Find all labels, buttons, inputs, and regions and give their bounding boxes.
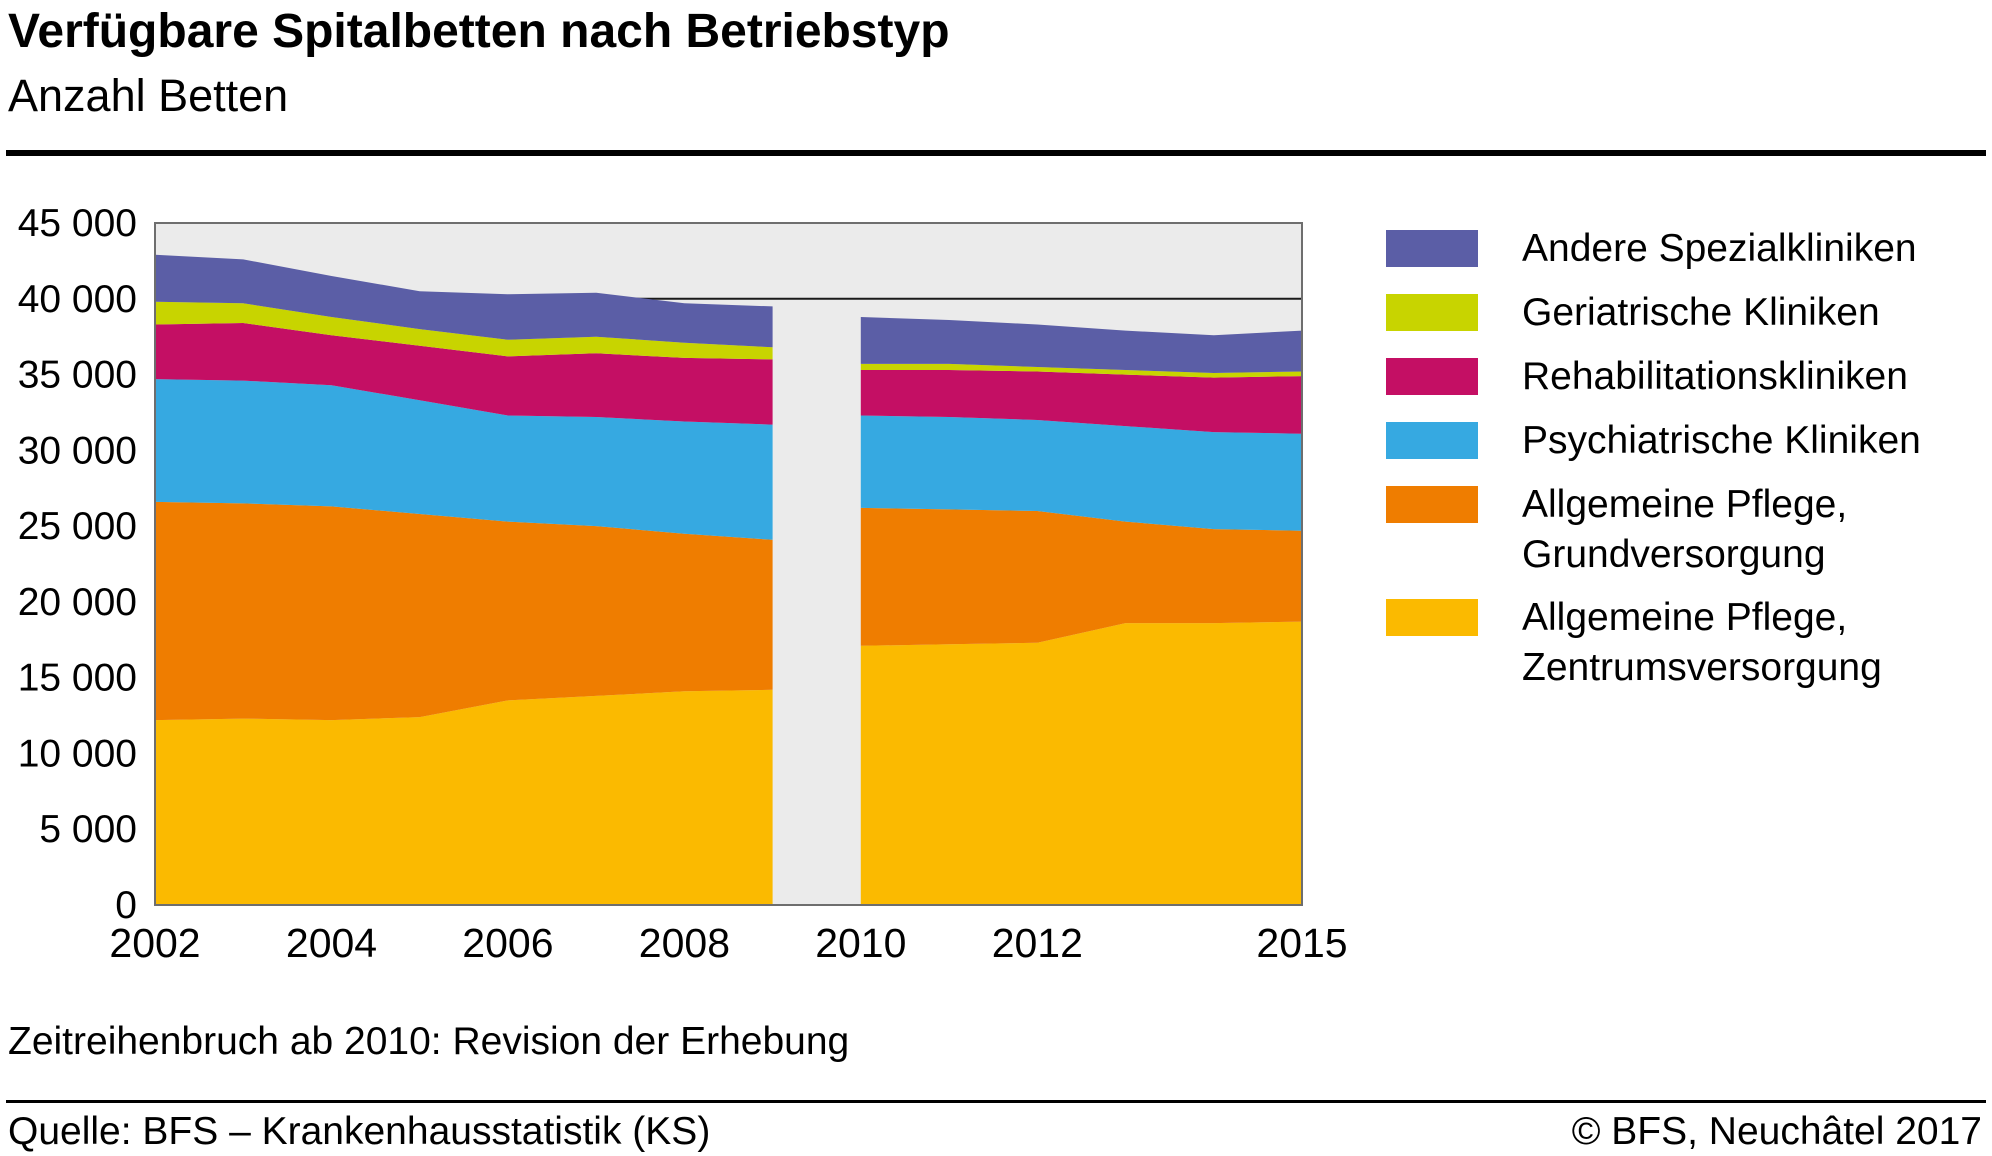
y-tick-label: 15 000 [18, 657, 137, 700]
area-geriatrische-kliniken-segment-1 [155, 301, 773, 360]
footer-divider [6, 1100, 1986, 1103]
area-allgemeine-pflege-grundversorgung-segment-2 [860, 507, 1302, 646]
title-divider [6, 150, 1986, 156]
x-tick-label: 2012 [992, 920, 1083, 966]
legend-swatch [1386, 293, 1478, 331]
y-tick-label: 25 000 [18, 505, 137, 548]
plot-border [154, 222, 1303, 906]
x-tick-label: 2004 [286, 920, 377, 966]
legend-label: Psychiatrische Kliniken [1522, 418, 1921, 462]
page-title: Verfügbare Spitalbetten nach Betriebstyp [8, 5, 950, 58]
legend-swatch [1386, 357, 1478, 395]
area-andere-spezialkliniken-segment-1 [155, 254, 773, 348]
y-tick-label: 35 000 [18, 354, 137, 397]
y-tick-label: 10 000 [18, 732, 137, 775]
x-tick-label: 2008 [639, 920, 730, 966]
legend-swatch [1386, 230, 1478, 267]
y-tick-label: 0 [115, 884, 137, 927]
source-text: Quelle: BFS – Krankenhausstatistik (KS) [8, 1110, 711, 1153]
legend-item: Andere Spezialkliniken [1386, 224, 1921, 274]
area-rehabilitationskliniken-segment-1 [155, 323, 773, 425]
area-allgemeine-pflege-grundversorgung-segment-1 [155, 501, 773, 721]
legend-label: Allgemeine Pflege, Grundversorgung [1522, 482, 1848, 576]
legend-swatch [1386, 421, 1478, 459]
legend-label: Allgemeine Pflege, Zentrumsversorgung [1522, 596, 1882, 690]
copyright-text: © BFS, Neuchâtel 2017 [1571, 1110, 1982, 1153]
chart-legend: Andere Spezialkliniken Geriatrische Klini… [1386, 224, 1921, 693]
legend-swatch [1386, 485, 1478, 523]
legend-label: Andere Spezialkliniken [1522, 227, 1917, 270]
y-tick-label: 5 000 [39, 808, 137, 851]
legend-item: Geriatrische Kliniken [1386, 288, 1921, 338]
area-rehabilitationskliniken-segment-2 [860, 370, 1302, 434]
legend-item: Allgemeine Pflege, Zentrumsversorgung [1386, 593, 1921, 693]
legend-swatch [1386, 599, 1478, 637]
area-allgemeine-pflege-zentrumsversorgung-segment-1 [155, 689, 773, 905]
area-psychiatrische-kliniken-segment-1 [155, 379, 773, 540]
area-andere-spezialkliniken-segment-2 [860, 317, 1302, 373]
x-tick-label: 2002 [109, 920, 200, 966]
legend-item: Rehabilitationskliniken [1386, 352, 1921, 402]
area-psychiatrische-kliniken-segment-2 [860, 415, 1302, 531]
y-tick-label: 20 000 [18, 581, 137, 624]
x-tick-label: 2010 [815, 920, 906, 966]
stacked-area-chart: 0 5 000 10 000 15 000 20 000 25 000 30 000 35 0… [18, 202, 1348, 966]
y-tick-label: 40 000 [18, 278, 137, 321]
legend-item: Psychiatrische Kliniken [1386, 416, 1921, 466]
y-tick-label: 45 000 [18, 202, 137, 245]
legend-label: Rehabilitationskliniken [1522, 354, 1908, 398]
x-tick-label: 2015 [1256, 920, 1347, 966]
area-allgemeine-pflege-zentrumsversorgung-segment-2 [860, 621, 1302, 905]
x-tick-label: 2006 [462, 920, 553, 966]
legend-label: Geriatrische Kliniken [1522, 290, 1880, 334]
y-tick-label: 30 000 [18, 429, 137, 472]
area-geriatrische-kliniken-segment-2 [860, 363, 1302, 378]
legend-item: Allgemeine Pflege, Grundversorgung [1386, 480, 1921, 580]
series-break-note: Zeitreihenbruch ab 2010: Revision der Er… [8, 1020, 850, 1063]
page-subtitle: Anzahl Betten [8, 70, 289, 121]
